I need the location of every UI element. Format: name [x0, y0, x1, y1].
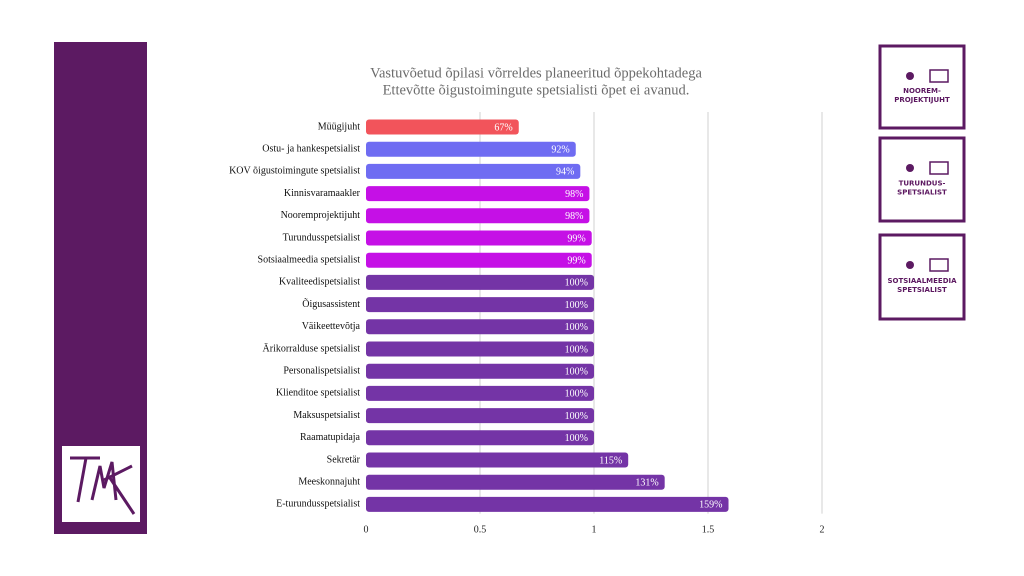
value-label: 99% — [567, 233, 585, 244]
chart-subtitle: Ettevõtte õigustoimingute spetsialisti õ… — [383, 82, 690, 98]
value-label: 115% — [599, 455, 622, 466]
badge-text: NOOREM- — [903, 87, 941, 95]
y-tick-label: Õigusassistent — [302, 298, 360, 310]
badge-text: SOTSIAALMEEDIA — [887, 277, 957, 285]
logo — [70, 456, 136, 515]
x-tick-label: 1.5 — [702, 524, 715, 535]
bar — [366, 252, 592, 268]
chart-title: Vastuvõetud õpilasi võrreldes planeeritu… — [370, 65, 702, 81]
y-tick-label: Kinnisvaramaakler — [284, 188, 361, 199]
badge-text: TURUNDUS- — [899, 180, 946, 188]
y-tick-label: Sekretär — [327, 454, 361, 465]
y-tick-label: Ärikorralduse spetsialist — [263, 342, 361, 354]
value-label: 92% — [551, 144, 569, 155]
value-label: 100% — [565, 433, 588, 444]
badge-text: SPETSIALIST — [897, 286, 947, 294]
y-tick-label: Meeskonnajuht — [298, 476, 360, 487]
badge-icon — [906, 261, 914, 269]
x-tick-label: 1 — [592, 524, 597, 535]
y-tick-label: Klienditoe spetsialist — [276, 388, 360, 399]
bar — [366, 474, 665, 490]
value-label: 98% — [565, 189, 583, 200]
y-tick-label: Müügijuht — [318, 121, 360, 132]
y-tick-label: Kvaliteedispetsialist — [279, 277, 360, 288]
value-label: 100% — [565, 278, 588, 289]
badge-icon — [929, 258, 949, 272]
bar — [366, 319, 594, 335]
bar — [366, 230, 592, 246]
badge-icon — [906, 72, 914, 80]
value-label: 100% — [565, 322, 588, 333]
y-tick-label: Ostu- ja hankespetsialist — [262, 143, 360, 154]
value-label: 159% — [699, 500, 722, 511]
value-label: 100% — [565, 411, 588, 422]
value-label: 94% — [556, 167, 574, 178]
y-tick-label: Nooremprojektijuht — [281, 210, 361, 221]
y-tick-label: Raamatupidaja — [300, 432, 361, 443]
bar — [366, 119, 519, 135]
value-label: 131% — [635, 477, 658, 488]
bar — [366, 363, 594, 379]
y-tick-label: KOV õigustoimingute spetsialist — [229, 166, 360, 177]
bar — [366, 452, 629, 468]
bar — [366, 274, 594, 290]
plot: 0 0.5 1 1.5 2 Müügijuht 67% Ostu- ja hankespets… — [229, 112, 825, 535]
badge-icon — [929, 161, 949, 175]
badge-box — [878, 233, 966, 321]
value-label: 98% — [565, 211, 583, 222]
bar — [366, 341, 594, 357]
bar — [366, 430, 594, 446]
y-tick-label: Väikeettevõtja — [302, 321, 361, 332]
bar — [366, 186, 590, 202]
bar — [366, 408, 594, 424]
badge-text: SPETSIALIST — [897, 189, 947, 197]
badge-text: PROJEKTIJUHT — [894, 96, 950, 104]
value-label: 100% — [565, 366, 588, 377]
bar — [366, 496, 729, 512]
value-label: 100% — [565, 389, 588, 400]
x-tick-label: 2 — [820, 524, 825, 535]
x-tick-label: 0.5 — [474, 524, 487, 535]
value-label: 100% — [565, 344, 588, 355]
bar — [366, 208, 590, 224]
value-label: 100% — [565, 300, 588, 311]
badge-box — [878, 136, 966, 223]
y-tick-label: Turundusspetsialist — [283, 232, 361, 243]
value-label: 99% — [567, 255, 585, 266]
bar — [366, 163, 581, 179]
y-tick-label: E-turundusspetsialist — [276, 499, 360, 510]
bar — [366, 385, 594, 401]
bar — [366, 141, 576, 157]
y-tick-label: Personalispetsialist — [283, 365, 360, 376]
badge-icon — [906, 164, 914, 172]
badges: NOOREM-PROJEKTIJUHTTURUNDUS-SPETSIALISTS… — [878, 44, 966, 321]
y-tick-label: Maksuspetsialist — [293, 410, 360, 421]
x-tick-label: 0 — [364, 524, 369, 535]
badge-box — [878, 44, 966, 130]
value-label: 67% — [494, 122, 512, 133]
bar — [366, 297, 594, 313]
badge-icon — [929, 69, 949, 83]
y-tick-label: Sotsiaalmeedia spetsialist — [258, 254, 361, 265]
